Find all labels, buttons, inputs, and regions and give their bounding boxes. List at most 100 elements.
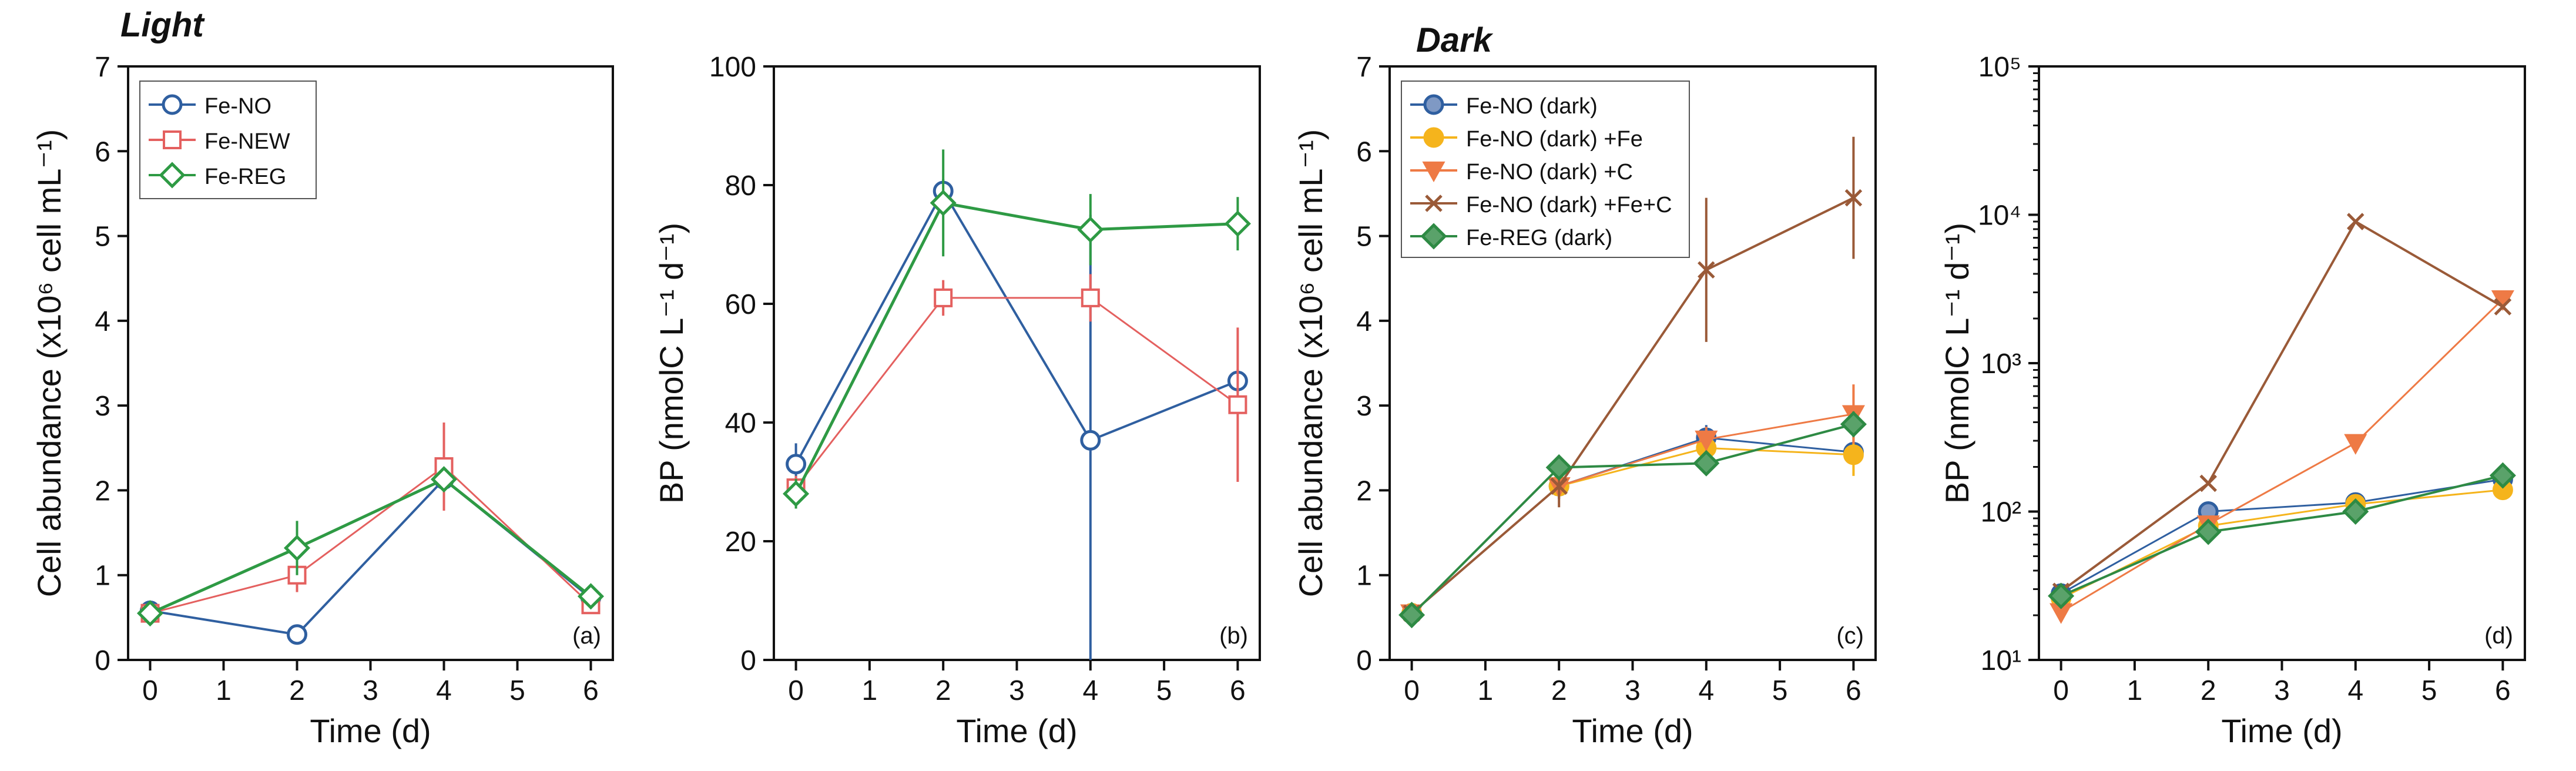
data-point — [1840, 411, 1867, 438]
y-tick-label: 10² — [1981, 497, 2021, 528]
data-point — [1224, 210, 1251, 237]
y-tick-label: 40 — [725, 408, 756, 439]
legend-marker — [162, 94, 183, 115]
series-fe-no-dark-c — [2050, 290, 2514, 624]
data-point — [1698, 261, 1715, 279]
y-tick-label: 3 — [95, 391, 110, 422]
x-tick-label: 5 — [509, 675, 525, 706]
data-point — [2344, 434, 2367, 455]
legend-marker — [1423, 127, 1444, 148]
data-point — [1080, 430, 1101, 451]
legend-label: Fe-NO (dark) +Fe+C — [1466, 193, 1672, 217]
series-fe-reg-dark- — [2048, 462, 2516, 609]
legend-label: Fe-REG (dark) — [1466, 226, 1612, 250]
data-point — [2347, 213, 2364, 230]
legend-marker — [1423, 94, 1444, 115]
series-line — [2060, 220, 2504, 592]
series-fe-reg-dark- — [1398, 411, 1867, 629]
series-line — [794, 201, 1238, 495]
x-tick-label: 1 — [1478, 675, 1494, 706]
y-tick-label: 0 — [95, 645, 110, 676]
heading-dark: Dark — [1416, 21, 1494, 59]
y-tick-label: 0 — [740, 645, 756, 676]
y-axis-label: Cell abundance (x10⁶ cell mL⁻¹) — [31, 129, 68, 598]
data-point — [2048, 582, 2075, 609]
y-tick-label: 2 — [1356, 475, 1372, 507]
x-tick-label: 1 — [862, 675, 878, 706]
data-point — [1228, 395, 1247, 414]
data-point — [577, 583, 605, 610]
y-tick-label: 10³ — [1981, 348, 2021, 380]
x-tick-label: 5 — [2421, 675, 2437, 706]
chart-panel-d: 0 1 2 3 4 5 6 10¹ 10² 10³ 10⁴ 10⁵ Time (d) BP (nmolC … — [1938, 52, 2526, 749]
data-point — [1695, 430, 1718, 451]
data-point — [2342, 498, 2369, 525]
legend-marker — [1422, 161, 1445, 183]
series-fe-no — [140, 469, 601, 645]
data-point — [1843, 444, 1864, 465]
y-axis-label: BP (nmolC L⁻¹ d⁻¹) — [653, 223, 690, 504]
x-tick-label: 4 — [436, 675, 452, 706]
x-axis-label: Time (d) — [1572, 712, 1693, 749]
series-line — [2060, 489, 2503, 599]
x-tick-label: 1 — [2127, 675, 2143, 706]
data-point — [1550, 477, 1568, 495]
y-tick-label: 10⁴ — [1978, 200, 2021, 232]
data-point — [136, 600, 164, 627]
x-tick-label: 0 — [1404, 675, 1420, 706]
x-tick-label: 2 — [289, 675, 305, 706]
data-point — [2199, 474, 2217, 492]
series-line — [2060, 474, 2503, 597]
series-line — [1411, 413, 1854, 614]
data-point — [934, 288, 953, 307]
x-tick-label: 2 — [1551, 675, 1567, 706]
x-tick-label: 4 — [1082, 675, 1098, 706]
series-line — [149, 477, 592, 615]
series-fe-new — [140, 423, 601, 623]
data-point — [430, 466, 458, 493]
data-point — [2494, 298, 2512, 316]
series-line — [150, 465, 592, 615]
data-point — [2489, 462, 2516, 489]
series-fe-no-dark-fe-c — [2052, 213, 2512, 601]
panel-label: (a) — [572, 623, 601, 649]
x-tick-label: 0 — [788, 675, 804, 706]
legend-label: Fe-REG — [204, 165, 286, 189]
y-tick-label: 0 — [1356, 645, 1372, 676]
series-line — [2060, 299, 2504, 613]
x-tick-label: 6 — [1846, 675, 1861, 706]
x-tick-label: 2 — [935, 675, 951, 706]
series-fe-no-dark-c — [1400, 384, 1865, 625]
panel-label: (c) — [1836, 623, 1864, 649]
x-tick-label: 0 — [142, 675, 158, 706]
data-point — [783, 480, 810, 507]
y-tick-label: 6 — [95, 136, 110, 167]
y-tick-label: 7 — [95, 52, 110, 83]
y-tick-label: 5 — [95, 222, 110, 253]
y-tick-label: 7 — [1356, 52, 1372, 83]
y-axis-label: Cell abundance (x10⁶ cell mL⁻¹) — [1292, 129, 1329, 598]
x-tick-label: 6 — [583, 675, 599, 706]
legend-marker — [1420, 223, 1447, 250]
data-point — [1398, 601, 1425, 629]
data-point — [1693, 450, 1720, 477]
x-tick-label: 3 — [2274, 675, 2290, 706]
series-line — [1411, 196, 1854, 615]
y-tick-label: 2 — [95, 475, 110, 507]
data-point — [1545, 454, 1572, 481]
plot-frame — [2038, 65, 2526, 661]
data-point — [2195, 518, 2222, 545]
series-line — [1411, 423, 1854, 616]
x-tick-label: 5 — [1156, 675, 1172, 706]
series-fe-reg — [136, 466, 605, 627]
x-tick-label: 3 — [1625, 675, 1641, 706]
data-point — [786, 454, 807, 475]
y-tick-label: 20 — [725, 527, 756, 558]
chart-panel-c: 0 1 2 3 4 5 6 0 1 2 3 4 5 6 7 Time (d) Cell abundance (x… — [1292, 52, 1877, 749]
legend-label: Fe-NO (dark) +C — [1466, 160, 1633, 185]
y-tick-label: 4 — [95, 306, 110, 337]
legend-label: Fe-NO — [204, 94, 271, 119]
series-line — [795, 297, 1239, 489]
